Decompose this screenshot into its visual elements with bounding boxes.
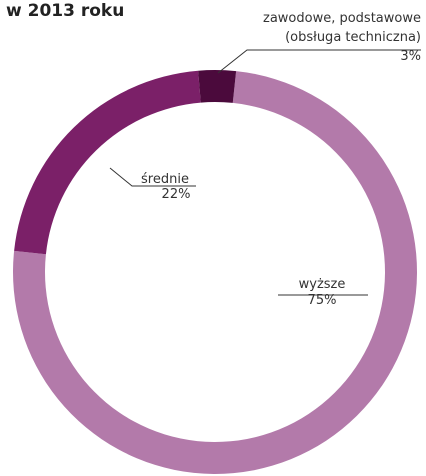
donut-segment — [14, 70, 201, 255]
segment-label: zawodowe, podstawowe (obsługa techniczna) — [263, 11, 421, 45]
value-label: 22% — [162, 187, 191, 202]
leader-line — [217, 49, 421, 74]
chart-title: w 2013 roku — [6, 1, 124, 21]
value-label: 75% — [308, 293, 337, 308]
leader-line — [109, 167, 196, 187]
segment-label: średnie — [141, 172, 189, 187]
value-label: 3% — [400, 49, 421, 64]
donut-segment — [198, 69, 237, 103]
segment-label: wyższe — [299, 277, 346, 292]
